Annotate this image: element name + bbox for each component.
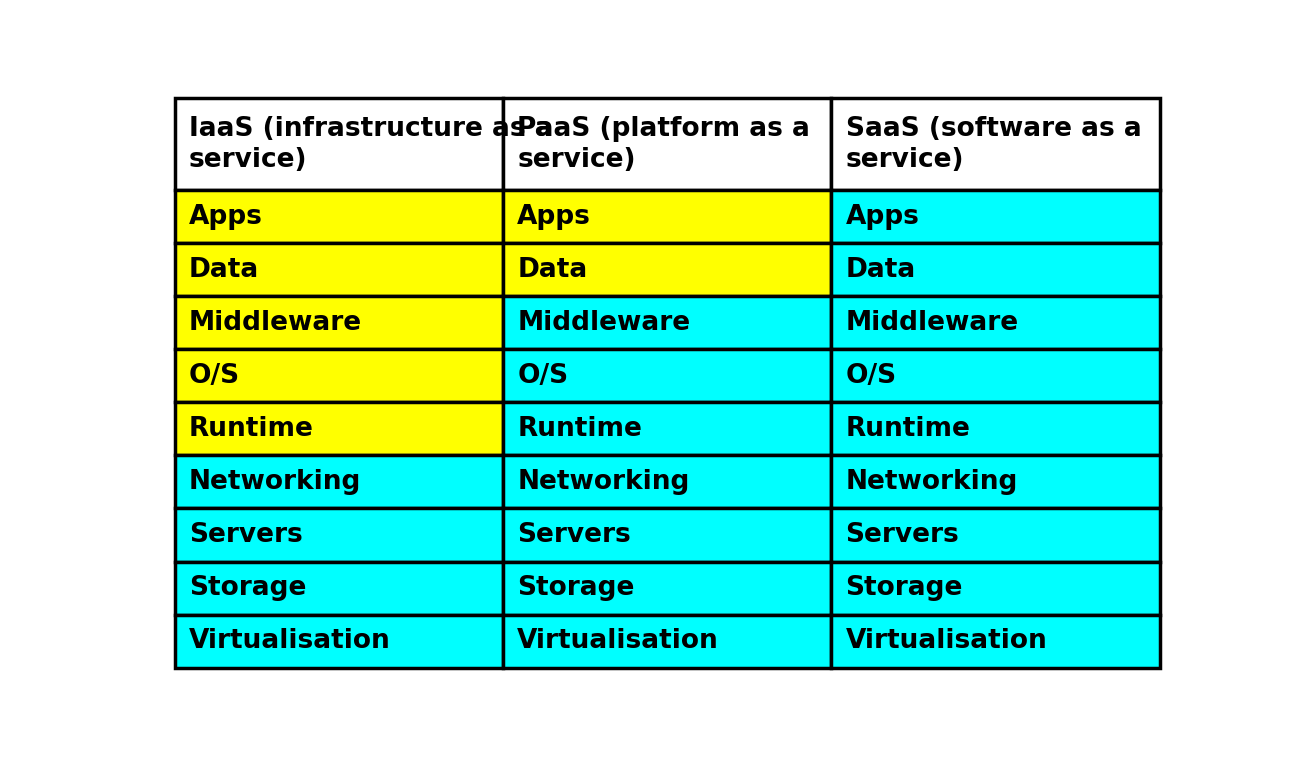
Bar xyxy=(503,456,832,509)
Bar xyxy=(503,509,832,562)
Text: Middleware: Middleware xyxy=(517,310,690,336)
Text: Virtualisation: Virtualisation xyxy=(845,628,1047,654)
Text: O/S: O/S xyxy=(845,363,897,389)
Text: Networking: Networking xyxy=(845,469,1018,495)
Text: Middleware: Middleware xyxy=(845,310,1018,336)
Bar xyxy=(503,296,832,349)
Bar xyxy=(832,190,1160,243)
Text: Networking: Networking xyxy=(517,469,690,495)
Text: Middleware: Middleware xyxy=(189,310,362,336)
Bar xyxy=(174,98,503,190)
Text: O/S: O/S xyxy=(189,363,240,389)
Bar xyxy=(503,349,832,402)
Bar xyxy=(174,349,503,402)
Bar xyxy=(174,243,503,296)
Text: Runtime: Runtime xyxy=(845,416,970,442)
Text: Data: Data xyxy=(517,257,587,283)
Text: Virtualisation: Virtualisation xyxy=(517,628,719,654)
Text: Virtualisation: Virtualisation xyxy=(189,628,391,654)
Bar xyxy=(503,243,832,296)
Bar xyxy=(174,562,503,615)
Bar xyxy=(832,296,1160,349)
Text: Data: Data xyxy=(845,257,915,283)
Text: Storage: Storage xyxy=(517,575,634,601)
Bar xyxy=(174,615,503,668)
Bar xyxy=(174,509,503,562)
Text: Servers: Servers xyxy=(517,522,631,548)
Text: IaaS (infrastructure as a
service): IaaS (infrastructure as a service) xyxy=(189,115,552,173)
Text: Storage: Storage xyxy=(845,575,963,601)
Text: Servers: Servers xyxy=(845,522,960,548)
Text: Data: Data xyxy=(189,257,259,283)
Text: Runtime: Runtime xyxy=(189,416,314,442)
Bar xyxy=(503,615,832,668)
Bar xyxy=(832,98,1160,190)
Text: SaaS (software as a
service): SaaS (software as a service) xyxy=(845,115,1142,173)
Text: Apps: Apps xyxy=(517,204,591,230)
Text: Networking: Networking xyxy=(189,469,362,495)
Text: Servers: Servers xyxy=(189,522,303,548)
Bar xyxy=(832,615,1160,668)
Bar xyxy=(503,98,832,190)
Bar xyxy=(832,243,1160,296)
Bar xyxy=(832,509,1160,562)
Bar xyxy=(174,402,503,456)
Text: O/S: O/S xyxy=(517,363,569,389)
Text: PaaS (platform as a
service): PaaS (platform as a service) xyxy=(517,115,810,173)
Bar xyxy=(174,456,503,509)
Bar xyxy=(503,402,832,456)
Bar xyxy=(832,456,1160,509)
Bar xyxy=(174,296,503,349)
Text: Runtime: Runtime xyxy=(517,416,642,442)
Text: Apps: Apps xyxy=(189,204,263,230)
Bar xyxy=(832,349,1160,402)
Bar xyxy=(174,190,503,243)
Bar xyxy=(832,402,1160,456)
Bar xyxy=(503,190,832,243)
Text: Storage: Storage xyxy=(189,575,306,601)
Text: Apps: Apps xyxy=(845,204,919,230)
Bar xyxy=(503,562,832,615)
Bar xyxy=(832,562,1160,615)
